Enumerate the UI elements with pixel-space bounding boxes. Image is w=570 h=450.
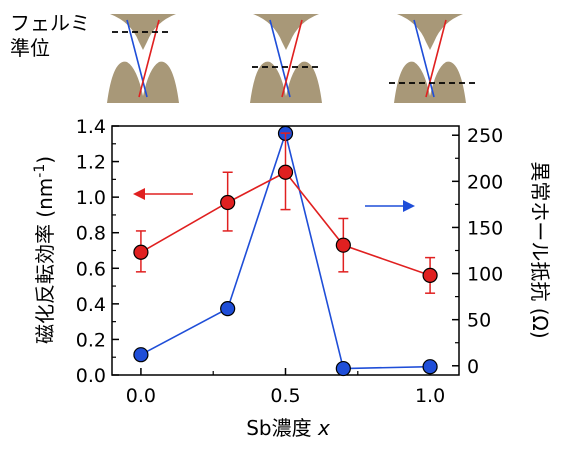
valence-band-shape (107, 61, 179, 103)
efficiency-data-point (335, 237, 351, 253)
right-tick-label: 0 (467, 356, 479, 378)
right-axis-arrow (365, 200, 415, 212)
right-tick-label: 150 (467, 217, 503, 239)
left-tick-label: 0.6 (76, 258, 106, 280)
surface-band-red (281, 19, 303, 98)
right-tick-label: 200 (467, 171, 503, 193)
x-axis-label: Sb濃度 x (246, 416, 330, 440)
left-axis-ticks: 0.0 0.2 0.4 0.6 0.8 1.0 1.2 1.4 (76, 116, 119, 387)
x-tick-label: 0.5 (270, 385, 300, 407)
surface-band-blue (413, 19, 435, 98)
left-axis-arrow (133, 188, 193, 200)
hall-data-point (335, 360, 351, 377)
left-tick-label: 0.4 (76, 294, 106, 316)
left-tick-label: 0.0 (76, 365, 106, 387)
fermi-level-label-line1: フェルミ (10, 11, 90, 35)
efficiency-data-point (220, 194, 236, 211)
right-axis-label: 異常ホール抵抗 (Ω) (528, 161, 552, 338)
conduction-band-shape (253, 14, 319, 50)
left-tick-label: 1.2 (76, 152, 106, 174)
right-tick-label: 250 (467, 125, 503, 147)
hall-data-point (133, 347, 149, 363)
left-tick-label: 0.8 (76, 223, 106, 245)
valence-band-shape (250, 61, 322, 103)
left-tick-label: 1.4 (76, 116, 106, 138)
conduction-band-shape (397, 14, 463, 50)
hall-data-point (422, 359, 438, 375)
fermi-level-label-line2: 準位 (10, 36, 50, 60)
surface-band-blue (269, 19, 291, 98)
efficiency-data-point (422, 267, 438, 283)
right-tick-label: 50 (467, 310, 491, 332)
efficiency-data-point (133, 244, 149, 260)
x-tick-label: 1.0 (415, 385, 445, 407)
x-tick-label: 0.0 (126, 385, 156, 407)
band-diagram-inset (107, 14, 475, 103)
hall-data-point (220, 301, 236, 317)
surface-band-blue (126, 19, 148, 98)
valence-band-shape (394, 61, 466, 103)
right-axis-ticks: 0 50 100 150 200 250 (452, 125, 503, 378)
surface-band-red (425, 19, 447, 98)
series-left-switching-efficiency (133, 132, 438, 294)
right-tick-label: 100 (467, 264, 503, 286)
left-axis-label: 磁化反転効率 (nm-1) (32, 156, 57, 344)
left-tick-label: 0.2 (76, 329, 106, 351)
x-axis-ticks: 0.0 0.5 1.0 (126, 368, 445, 407)
left-tick-label: 1.0 (76, 187, 106, 209)
efficiency-data-point (277, 164, 294, 180)
